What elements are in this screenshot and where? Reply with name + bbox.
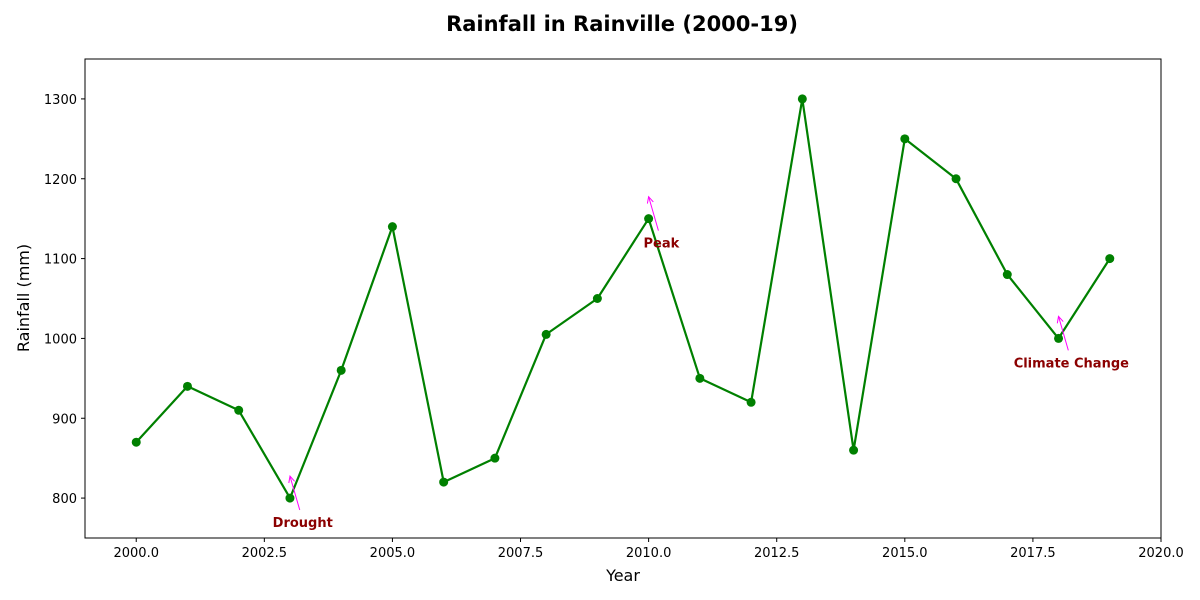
x-axis-label: Year (605, 566, 640, 585)
annotation: Drought (273, 474, 333, 531)
plot-frame (84, 58, 1162, 539)
annotation: Climate Change (1014, 315, 1129, 371)
series-layer (131, 94, 1115, 503)
annotation-label: Climate Change (1014, 356, 1129, 371)
x-tick-label: 2000.0 (113, 546, 159, 561)
y-tick-label: 800 (52, 492, 77, 507)
data-point (131, 437, 141, 447)
data-point (439, 477, 449, 487)
x-tick-label: 2015.0 (882, 546, 928, 561)
annotation-arrow-head (288, 474, 295, 484)
data-point (592, 294, 602, 303)
annotation-label: Drought (273, 516, 333, 531)
y-tick-label: 1200 (44, 173, 77, 188)
data-point (1105, 254, 1115, 264)
annotation-arrow-head (646, 195, 654, 204)
annotations-layer: Drought Peak Climate Change (273, 195, 1129, 531)
x-tick-label: 2017.5 (1010, 546, 1056, 561)
data-point (746, 397, 756, 407)
annotation: Peak (644, 195, 680, 252)
data-point (1002, 270, 1012, 280)
data-point (285, 493, 295, 503)
data-point (797, 94, 807, 104)
y-tick-label: 1100 (44, 253, 77, 268)
data-point (644, 214, 654, 224)
data-point (336, 365, 346, 375)
data-point (951, 174, 961, 184)
y-axis-label: Rainfall (mm) (14, 244, 33, 352)
annotation-arrow-shaft (1058, 316, 1069, 351)
data-point (900, 134, 910, 144)
x-tick-label: 2020.0 (1138, 546, 1184, 561)
y-tick-label: 900 (52, 412, 77, 427)
x-tick-label: 2005.0 (370, 546, 416, 561)
y-tick-label: 1300 (44, 93, 77, 108)
data-point (849, 445, 859, 455)
annotation-arrow-shaft (289, 475, 301, 511)
data-point (1054, 333, 1064, 343)
data-point (234, 405, 244, 415)
axis-ticks: 2000.0 2002.5 2005.0 2007.5 2010.0 2012.5 2015… (44, 93, 1184, 561)
x-tick-label: 2012.5 (754, 546, 800, 561)
data-point (387, 222, 397, 232)
data-point (490, 453, 500, 463)
annotation-arrow-shaft (648, 196, 659, 231)
rainfall-series-line (135, 97, 1111, 500)
chart-title: Rainfall in Rainville (2000-19) (446, 12, 798, 36)
annotation-label: Peak (644, 237, 680, 252)
data-point (695, 373, 705, 383)
x-tick-label: 2007.5 (498, 546, 544, 561)
annotation-arrow-head (1056, 315, 1064, 324)
data-point (541, 329, 551, 339)
x-tick-label: 2002.5 (242, 546, 288, 561)
x-tick-label: 2010.0 (626, 546, 672, 561)
data-point (182, 381, 192, 391)
y-tick-label: 1000 (44, 332, 77, 347)
